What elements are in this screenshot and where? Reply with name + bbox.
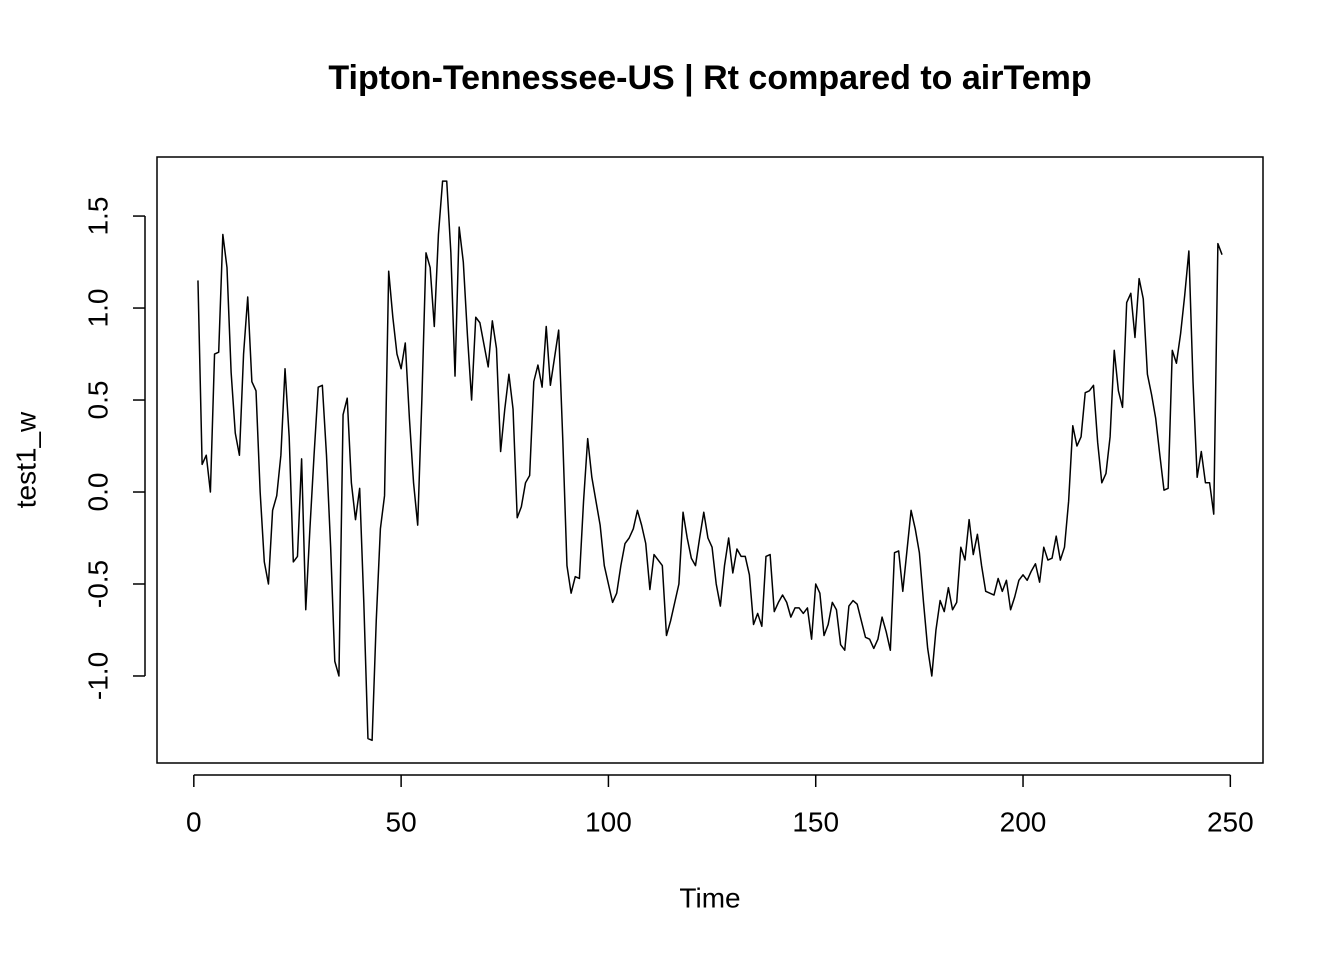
y-tick-label: -1.0	[82, 652, 113, 700]
y-tick-label: 0.5	[82, 381, 113, 420]
x-tick-label: 250	[1207, 806, 1254, 837]
y-axis-label: test1_w	[10, 411, 41, 508]
plot-box	[156, 156, 1264, 764]
x-tick-label: 50	[386, 806, 417, 837]
x-tick-label: 100	[585, 806, 632, 837]
y-tick-label: -0.5	[82, 560, 113, 608]
x-tick-label: 0	[186, 806, 202, 837]
y-tick-label: 1.0	[82, 289, 113, 328]
x-tick-label: 150	[792, 806, 839, 837]
x-axis-label: Time	[679, 882, 740, 913]
x-tick-label: 200	[1000, 806, 1047, 837]
y-tick-label: 0.0	[82, 473, 113, 512]
y-tick-label: 1.5	[82, 197, 113, 236]
chart-title: Tipton-Tennessee-US | Rt compared to air…	[328, 59, 1091, 97]
series-line	[197, 180, 1223, 742]
